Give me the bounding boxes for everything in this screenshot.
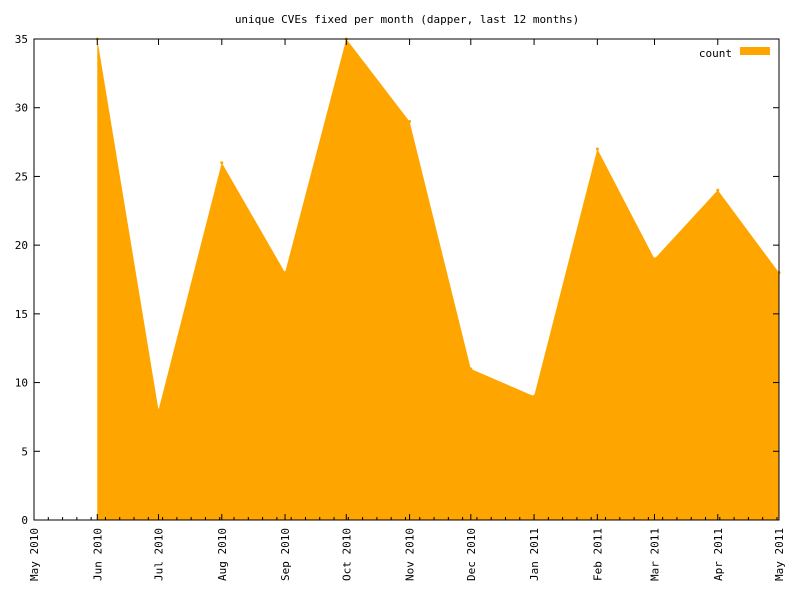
data-point-2011-02-01 bbox=[595, 147, 599, 151]
data-point-2011-03-01 bbox=[652, 257, 656, 261]
y-tick-label: 30 bbox=[15, 102, 28, 115]
x-tick-label: Aug 2010 bbox=[216, 528, 229, 581]
x-tick-label: Jan 2011 bbox=[528, 528, 541, 581]
legend: count bbox=[699, 47, 770, 60]
data-point-2010-08-01 bbox=[220, 161, 224, 165]
y-tick-label: 35 bbox=[15, 33, 28, 46]
x-tick-label: May 2011 bbox=[773, 528, 786, 581]
x-tick-label: Sep 2010 bbox=[279, 528, 292, 581]
y-tick-label: 15 bbox=[15, 308, 28, 321]
x-tick-label: Apr 2011 bbox=[712, 528, 725, 581]
y-tick-label: 20 bbox=[15, 239, 28, 252]
legend-swatch bbox=[740, 47, 770, 55]
x-tick-label: Nov 2010 bbox=[404, 528, 417, 581]
x-tick-label: Feb 2011 bbox=[591, 528, 604, 581]
x-tick-label: Dec 2010 bbox=[465, 528, 478, 581]
x-tick-label: May 2010 bbox=[28, 528, 41, 581]
y-tick-label: 5 bbox=[21, 445, 28, 458]
legend-label: count bbox=[699, 47, 732, 60]
plot-frame bbox=[33, 38, 780, 521]
data-point-2011-04-01 bbox=[716, 188, 720, 192]
data-point-2011-01-01 bbox=[532, 394, 536, 398]
y-tick-label: 0 bbox=[21, 514, 28, 527]
x-tick-label: Mar 2011 bbox=[648, 528, 661, 581]
data-point-2010-12-01 bbox=[469, 367, 473, 371]
data-point-2010-07-01 bbox=[157, 408, 161, 412]
x-tick-label: Jun 2010 bbox=[91, 528, 104, 581]
y-tick-label: 10 bbox=[15, 377, 28, 390]
data-point-2010-11-01 bbox=[408, 119, 412, 123]
plot-area: 0 5 10 15 20 25 30 35 May 2010 Jun 2010 Jul 2010 Au… bbox=[15, 33, 786, 581]
x-tick-label: Oct 2010 bbox=[340, 528, 353, 581]
x-tick-label: Jul 2010 bbox=[153, 528, 166, 581]
y-tick-label: 25 bbox=[15, 170, 28, 183]
data-point-2010-09-01 bbox=[283, 271, 287, 275]
area-series-count bbox=[97, 39, 779, 520]
chart-title: unique CVEs fixed per month (dapper, las… bbox=[235, 13, 579, 26]
